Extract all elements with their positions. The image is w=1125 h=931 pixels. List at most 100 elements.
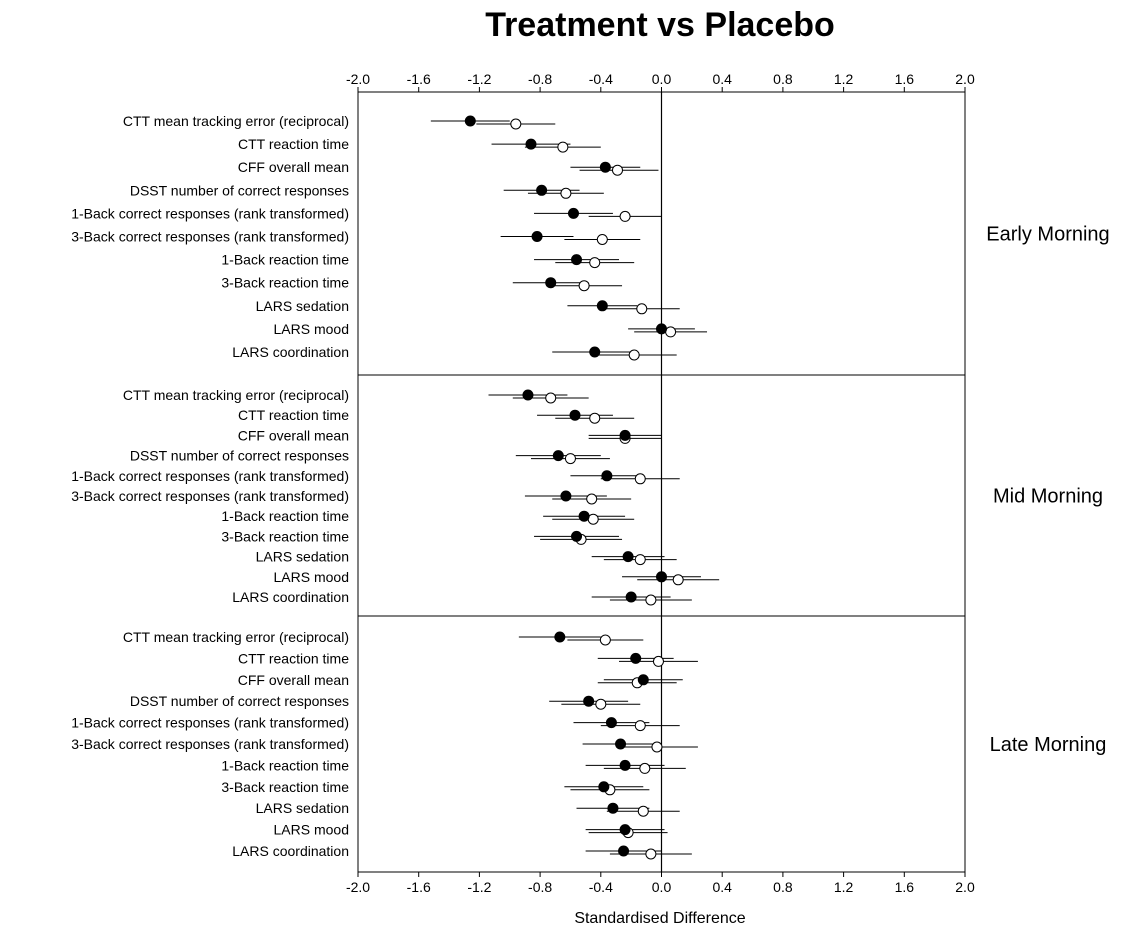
row-label: LARS sedation <box>256 549 349 565</box>
bottom-axis-tick-label: -1.6 <box>407 879 431 895</box>
row-label: LARS coordination <box>232 344 349 360</box>
bottom-axis-tick-label: 2.0 <box>955 879 975 895</box>
open-point <box>652 655 664 667</box>
row-label: DSST number of correct responses <box>130 182 349 198</box>
row-label: 1-Back reaction time <box>221 508 349 524</box>
filled-point <box>583 695 595 707</box>
filled-point <box>619 759 631 771</box>
filled-point <box>618 845 630 857</box>
row-label: CTT reaction time <box>238 407 349 423</box>
row-label: 3-Back reaction time <box>221 779 349 795</box>
filled-point <box>656 571 667 583</box>
filled-point <box>607 802 619 814</box>
filled-point <box>545 277 557 289</box>
filled-point <box>619 824 631 836</box>
bottom-axis-tick-label: 0.8 <box>773 879 793 895</box>
row-label: LARS mood <box>274 321 349 337</box>
row-label: LARS mood <box>274 822 349 838</box>
bottom-axis-tick-label: 0.4 <box>712 879 732 895</box>
open-point <box>578 280 590 292</box>
open-point <box>665 326 677 338</box>
bottom-axis-tick-label: -0.8 <box>528 879 552 895</box>
filled-point <box>578 510 590 522</box>
open-point <box>587 513 599 525</box>
filled-point <box>589 346 601 358</box>
top-axis-tick-label: -2.0 <box>346 71 370 87</box>
filled-point <box>622 551 634 563</box>
top-axis-tick-label: 0.0 <box>652 71 672 87</box>
filled-point <box>601 470 613 482</box>
open-point <box>510 118 522 130</box>
row-label: 3-Back correct responses (rank transform… <box>71 229 349 245</box>
row-label: CFF overall mean <box>238 672 349 688</box>
bottom-axis-tick-label: 1.2 <box>834 879 854 895</box>
open-point <box>639 762 651 774</box>
filled-point <box>552 450 564 462</box>
filled-point <box>522 389 534 401</box>
filled-point <box>571 530 583 542</box>
filled-point <box>536 184 548 196</box>
row-label: 3-Back reaction time <box>221 528 349 544</box>
open-point <box>645 594 657 606</box>
open-point <box>557 141 569 153</box>
open-point <box>564 453 576 465</box>
row-label: CFF overall mean <box>238 427 349 443</box>
open-point <box>595 698 607 710</box>
filled-point <box>605 717 617 729</box>
filled-point <box>560 490 572 502</box>
row-label: CTT reaction time <box>238 136 349 152</box>
row-label: LARS sedation <box>256 800 349 816</box>
row-label: 1-Back correct responses (rank transform… <box>71 715 349 731</box>
row-label: CTT mean tracking error (reciprocal) <box>123 387 349 403</box>
row-label: LARS coordination <box>232 843 349 859</box>
filled-point <box>571 254 583 266</box>
row-label: CTT mean tracking error (reciprocal) <box>123 629 349 645</box>
row-label: 3-Back correct responses (rank transform… <box>71 736 349 752</box>
row-label: 1-Back reaction time <box>221 757 349 773</box>
row-label: 1-Back reaction time <box>221 252 349 268</box>
top-axis-tick-label: 0.4 <box>712 71 732 87</box>
row-label: CTT mean tracking error (reciprocal) <box>123 113 349 129</box>
panel-label: Early Morning <box>986 224 1109 246</box>
bottom-axis-tick-label: 0.0 <box>652 879 672 895</box>
open-point <box>589 257 601 269</box>
open-point <box>637 805 649 817</box>
filled-point <box>599 161 611 173</box>
filled-point <box>619 429 631 441</box>
open-point <box>599 634 611 646</box>
open-point <box>619 210 631 222</box>
open-point <box>586 493 598 505</box>
open-point <box>611 164 623 176</box>
panel-label: Late Morning <box>990 734 1107 756</box>
top-axis-tick-label: 1.6 <box>895 71 915 87</box>
open-point <box>560 187 572 199</box>
filled-point <box>637 674 649 686</box>
open-point <box>634 720 646 732</box>
filled-point <box>464 115 476 127</box>
top-axis-tick-label: 2.0 <box>955 71 975 87</box>
row-label: CTT reaction time <box>238 650 349 666</box>
open-point <box>628 349 640 361</box>
filled-point <box>567 207 579 219</box>
filled-point <box>598 781 610 793</box>
open-point <box>634 554 646 566</box>
top-axis-tick-label: -1.2 <box>467 71 491 87</box>
open-point <box>596 234 608 245</box>
row-label: 1-Back correct responses (rank transform… <box>71 205 349 221</box>
filled-point <box>531 231 543 242</box>
open-point <box>545 392 557 404</box>
open-point <box>645 848 657 860</box>
row-label: LARS sedation <box>256 298 349 314</box>
row-label: LARS mood <box>274 569 349 585</box>
bottom-axis-tick-label: -1.2 <box>467 879 491 895</box>
bottom-axis-tick-label: -2.0 <box>346 879 370 895</box>
row-label: 3-Back reaction time <box>221 275 349 291</box>
chart-title: Treatment vs Placebo <box>485 6 835 44</box>
filled-point <box>656 323 667 335</box>
bottom-axis-tick-label: 1.6 <box>895 879 915 895</box>
filled-point <box>525 138 537 150</box>
plot-area: -2.0 -2.0 -1.6 -1.6 -1.2 -1.2 -0.8 -0.8 -0.4 -0.4… <box>71 71 1109 895</box>
row-label: DSST number of correct responses <box>130 693 349 709</box>
